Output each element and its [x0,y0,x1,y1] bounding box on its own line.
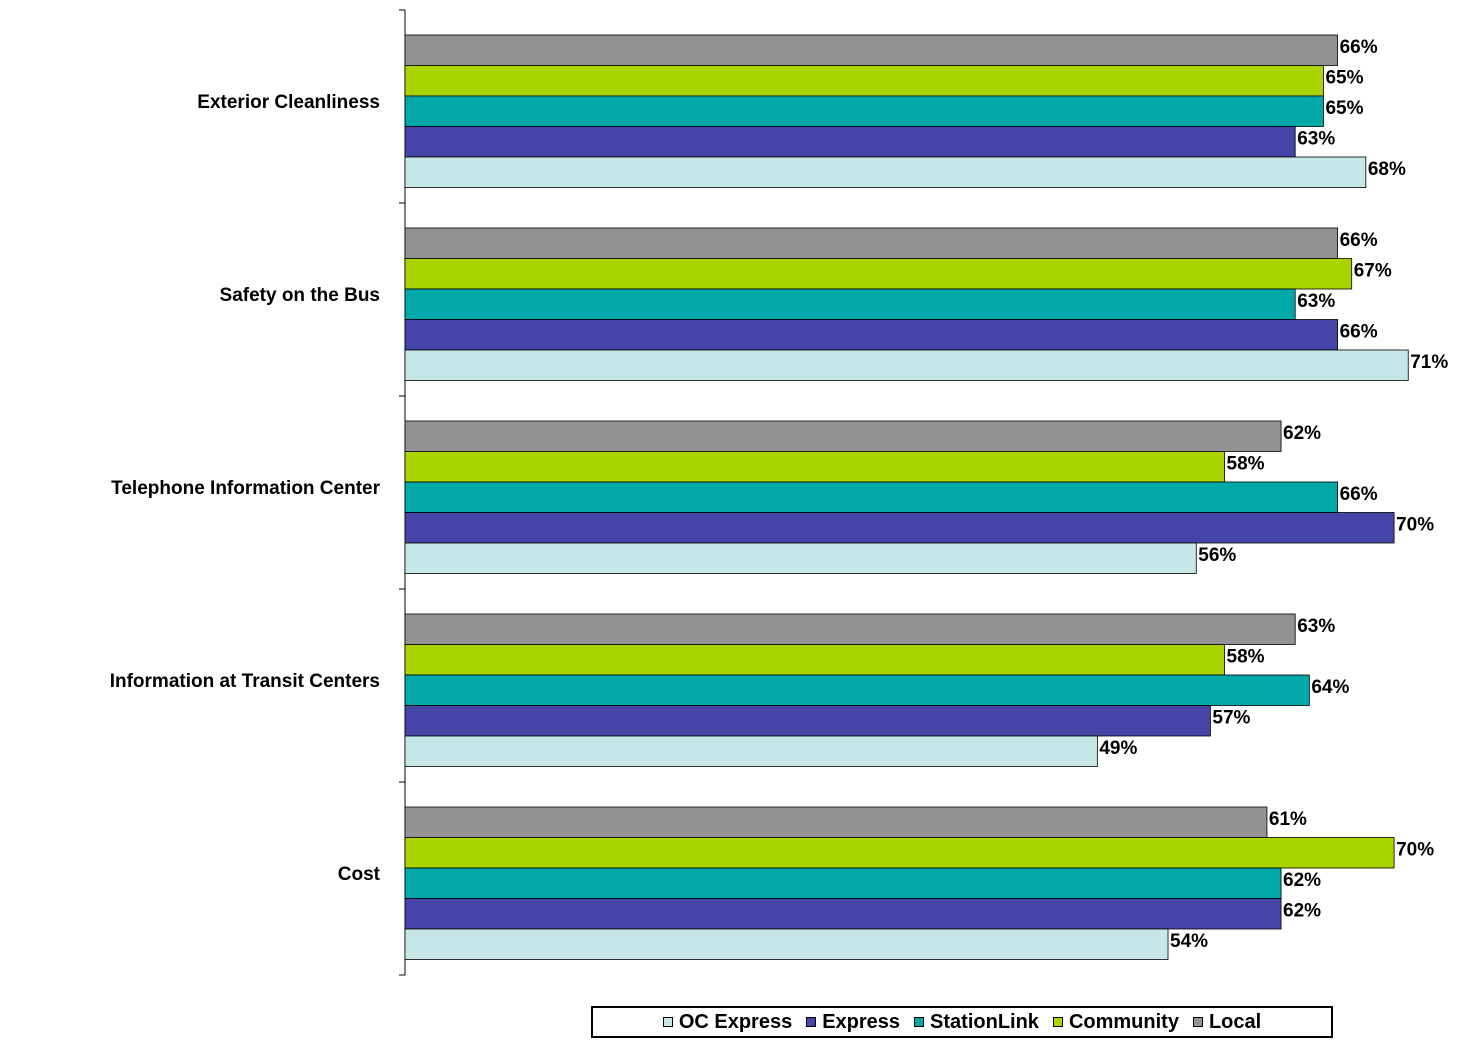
data-label: 66% [1340,230,1378,251]
data-label: 65% [1325,68,1363,89]
data-label: 63% [1297,616,1335,637]
data-label: 66% [1340,322,1378,343]
data-label: 57% [1212,708,1250,729]
bar [404,928,1169,960]
legend-label: Community [1068,1010,1179,1033]
legend-label: OC Express [678,1010,793,1033]
bar [404,319,1338,351]
bar [404,837,1395,869]
bar [404,735,1098,767]
data-label: 70% [1396,515,1434,536]
legend-item: Local [1192,1010,1262,1034]
category-label: Information at Transit Centers [110,671,380,692]
bar [404,674,1310,706]
data-label: 62% [1283,423,1321,444]
data-label: 65% [1325,98,1363,119]
data-label: 64% [1311,677,1349,698]
bar [404,126,1296,158]
category-label: Cost [338,864,381,885]
data-label: 61% [1269,809,1307,830]
data-label: 62% [1283,870,1321,891]
bar [404,95,1324,127]
legend-label: Local [1208,1010,1262,1033]
legend-swatch [914,1017,925,1027]
category-label: Telephone Information Center [111,478,380,499]
bar [404,806,1268,838]
legend-swatch [662,1017,673,1027]
data-label: 68% [1368,159,1406,180]
legend-item: OC Express [662,1010,793,1034]
legend-swatch [1192,1017,1203,1027]
legend: OC Express Express StationLink Community Loc… [591,1006,1333,1038]
data-label: 70% [1396,840,1434,861]
bar [404,705,1211,737]
category-label: Exterior Cleanliness [197,92,380,113]
data-label: 54% [1170,931,1208,952]
data-label: 58% [1227,454,1265,475]
legend-label: Express [822,1010,901,1033]
data-label: 67% [1354,261,1392,282]
legend-item: StationLink [914,1011,1039,1034]
bar [404,34,1338,66]
data-label: 62% [1283,901,1321,922]
bar-chart: Exterior Cleanliness Safety on the Bus Tel… [110,9,1448,976]
legend-swatch [1052,1017,1063,1027]
bar [404,258,1353,290]
bar [404,644,1225,676]
bar [404,451,1225,483]
bar [404,227,1338,259]
bar [404,512,1395,544]
category-axis [399,9,406,976]
bars [404,34,1409,960]
bar [404,288,1296,320]
data-label: 63% [1297,291,1335,312]
value-labels: 66%65%65%63%68%66%67%63%66%71%62%58%66%7… [1099,37,1448,952]
bar [404,613,1296,645]
bar [404,898,1282,930]
data-label: 58% [1227,647,1265,668]
bar [404,349,1409,381]
data-label: 56% [1198,545,1236,566]
data-label: 66% [1340,37,1378,58]
data-label: 63% [1297,129,1335,150]
bar [404,542,1197,574]
bar [404,481,1338,513]
category-label: Safety on the Bus [220,285,380,306]
legend-swatch [806,1017,817,1027]
bar [404,420,1282,452]
legend-label: StationLink [930,1010,1039,1033]
data-label: 71% [1410,352,1448,373]
legend-item: Community [1052,1010,1179,1034]
data-label: 66% [1340,484,1378,505]
data-label: 49% [1099,738,1137,759]
bar [404,156,1367,188]
category-labels: Exterior Cleanliness Safety on the Bus Tel… [110,92,381,885]
bar [404,867,1282,899]
legend-item: Express [806,1011,900,1034]
bar [404,65,1324,97]
